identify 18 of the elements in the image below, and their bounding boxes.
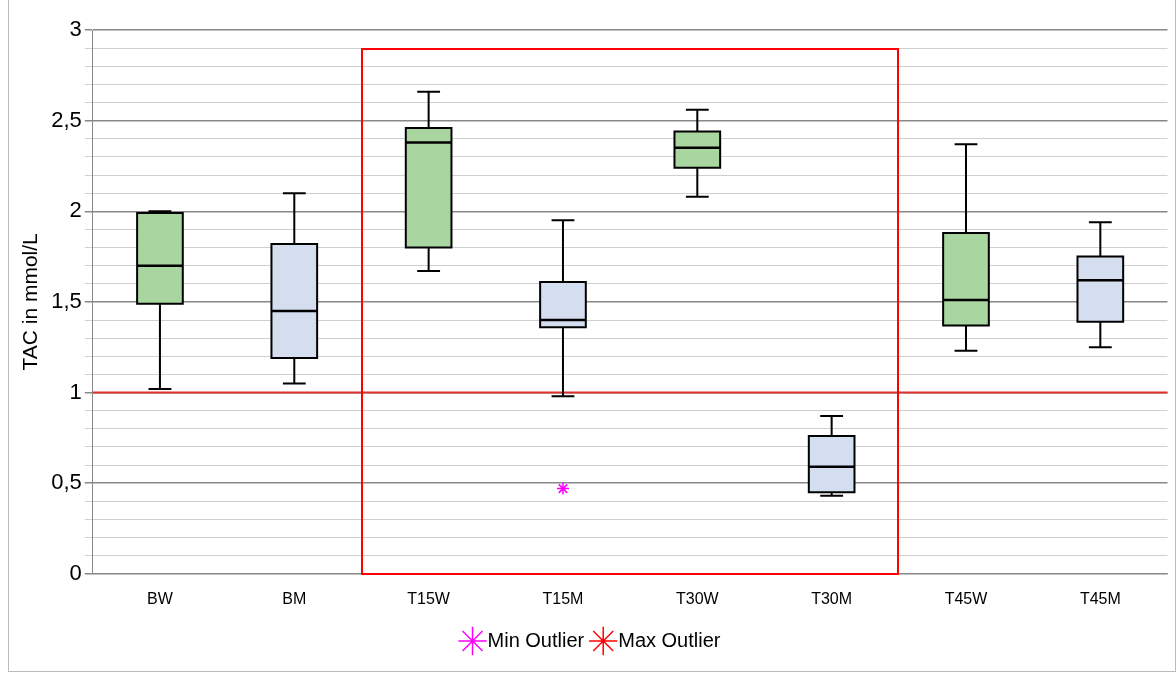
- y-axis-title: TAC in mmol/L: [18, 233, 42, 371]
- legend-label: Min Outlier: [487, 628, 585, 651]
- x-tick-label: T45W: [944, 589, 989, 607]
- x-tick-label: T15M: [542, 589, 584, 607]
- x-tick-label: T30W: [675, 589, 720, 607]
- x-tick-label: BW: [147, 589, 174, 607]
- y-tick-label: 0,5: [51, 469, 82, 495]
- x-tick-label: T15W: [407, 589, 451, 607]
- y-tick-label: 1,5: [51, 287, 82, 313]
- y-tick-label: 0: [69, 559, 82, 585]
- y-tick-label: 3: [69, 16, 82, 42]
- legend-label: Max Outlier: [618, 628, 721, 651]
- x-tick-label: T45M: [1079, 589, 1121, 607]
- y-tick-label: 2: [69, 197, 82, 223]
- y-tick-label: 2,5: [51, 106, 82, 132]
- y-tick-label: 1: [69, 378, 82, 404]
- x-tick-label: BM: [282, 589, 307, 607]
- x-tick-label: T30M: [811, 589, 853, 607]
